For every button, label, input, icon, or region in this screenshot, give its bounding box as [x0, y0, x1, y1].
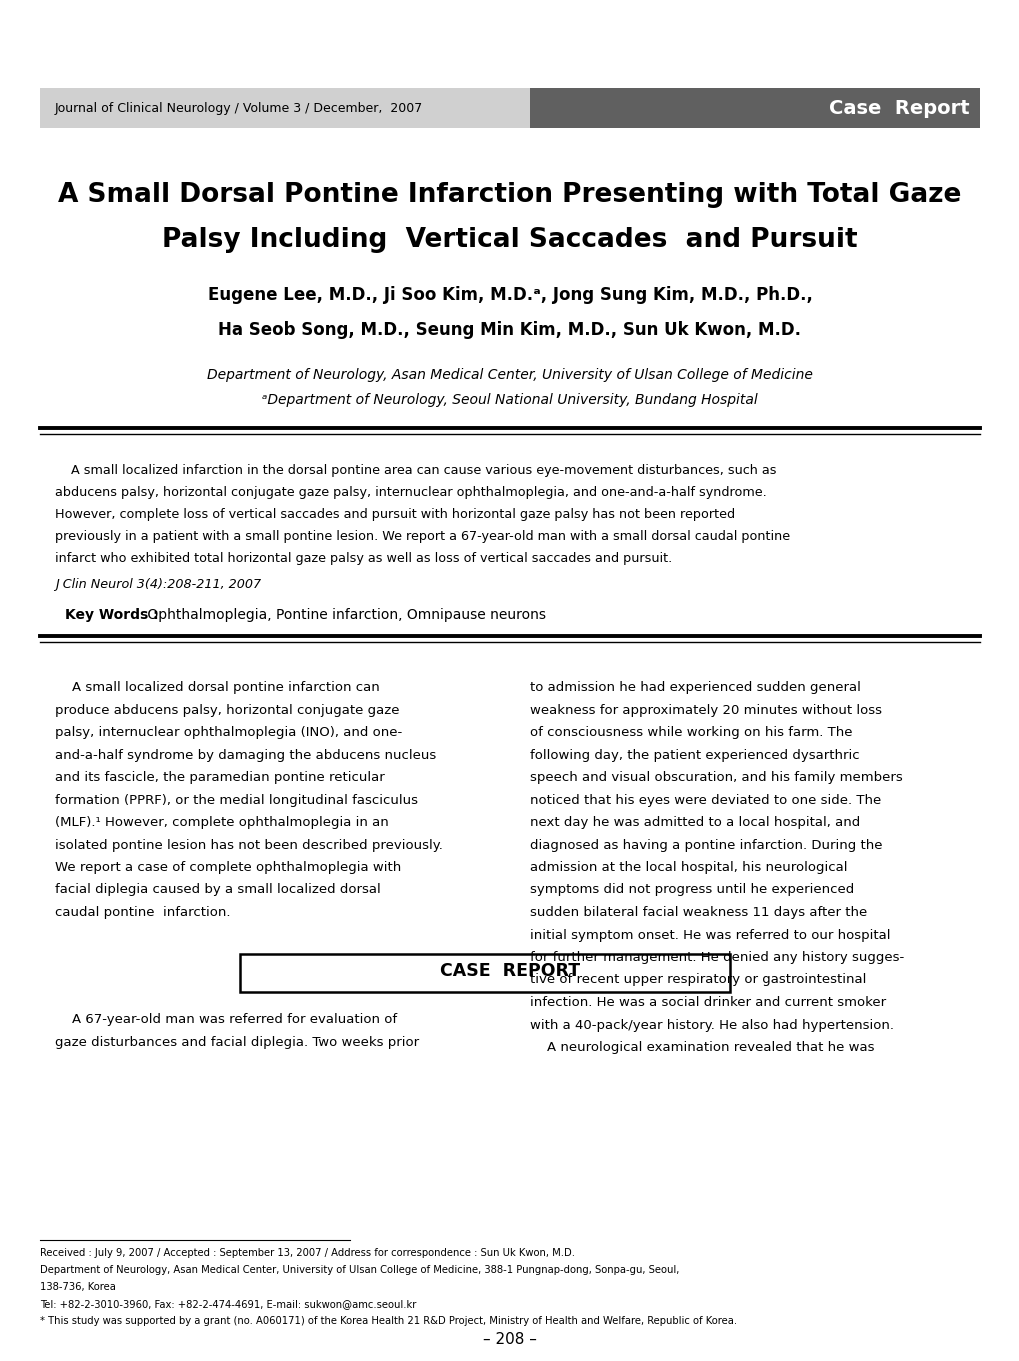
Text: isolated pontine lesion has not been described previously.: isolated pontine lesion has not been des…	[55, 838, 442, 852]
Text: (MLF).¹ However, complete ophthalmoplegia in an: (MLF).¹ However, complete ophthalmoplegi…	[55, 817, 388, 829]
Text: A small localized infarction in the dorsal pontine area can cause various eye-mo: A small localized infarction in the dors…	[55, 464, 775, 476]
Bar	[239, 954, 730, 992]
Text: Ha Seob Song, M.D., Seung Min Kim, M.D., Sun Uk Kwon, M.D.: Ha Seob Song, M.D., Seung Min Kim, M.D.,…	[218, 321, 801, 339]
Text: Department of Neurology, Asan Medical Center, University of Ulsan College of Med: Department of Neurology, Asan Medical Ce…	[40, 1264, 679, 1275]
Text: A Small Dorsal Pontine Infarction Presenting with Total Gaze: A Small Dorsal Pontine Infarction Presen…	[58, 182, 961, 208]
Text: produce abducens palsy, horizontal conjugate gaze: produce abducens palsy, horizontal conju…	[55, 704, 399, 716]
Text: J Clin Neurol 3(4):208-211, 2007: J Clin Neurol 3(4):208-211, 2007	[55, 578, 261, 591]
Text: for further management. He denied any history sugges-: for further management. He denied any hi…	[530, 951, 904, 964]
Text: Ophthalmoplegia, Pontine infarction, Omnipause neurons: Ophthalmoplegia, Pontine infarction, Omn…	[143, 608, 545, 622]
Text: to admission he had experienced sudden general: to admission he had experienced sudden g…	[530, 680, 860, 694]
Text: sudden bilateral facial weakness 11 days after the: sudden bilateral facial weakness 11 days…	[530, 906, 866, 919]
Text: initial symptom onset. He was referred to our hospital: initial symptom onset. He was referred t…	[530, 928, 890, 942]
Bar	[530, 88, 979, 128]
Text: Eugene Lee, M.D., Ji Soo Kim, M.D.ᵃ, Jong Sung Kim, M.D., Ph.D.,: Eugene Lee, M.D., Ji Soo Kim, M.D.ᵃ, Jon…	[207, 286, 812, 304]
Text: caudal pontine  infarction.: caudal pontine infarction.	[55, 906, 230, 919]
Text: * This study was supported by a grant (no. A060171) of the Korea Health 21 R&D P: * This study was supported by a grant (n…	[40, 1316, 737, 1326]
Text: Received : July 9, 2007 / Accepted : September 13, 2007 / Address for correspond: Received : July 9, 2007 / Accepted : Sep…	[40, 1248, 575, 1258]
Text: tive of recent upper respiratory or gastrointestinal: tive of recent upper respiratory or gast…	[530, 973, 865, 987]
Text: 138-736, Korea: 138-736, Korea	[40, 1282, 116, 1292]
Text: diagnosed as having a pontine infarction. During the: diagnosed as having a pontine infarction…	[530, 838, 881, 852]
Text: symptoms did not progress until he experienced: symptoms did not progress until he exper…	[530, 883, 854, 897]
Text: gaze disturbances and facial diplegia. Two weeks prior: gaze disturbances and facial diplegia. T…	[55, 1036, 419, 1049]
Text: weakness for approximately 20 minutes without loss: weakness for approximately 20 minutes wi…	[530, 704, 881, 716]
Text: with a 40-pack/year history. He also had hypertension.: with a 40-pack/year history. He also had…	[530, 1018, 893, 1032]
Text: A small localized dorsal pontine infarction can: A small localized dorsal pontine infarct…	[55, 680, 379, 694]
Text: Case  Report: Case Report	[828, 98, 969, 117]
Text: previously in a patient with a small pontine lesion. We report a 67-year-old man: previously in a patient with a small pon…	[55, 529, 790, 543]
Text: of consciousness while working on his farm. The: of consciousness while working on his fa…	[530, 725, 852, 739]
Text: Department of Neurology, Asan Medical Center, University of Ulsan College of Med: Department of Neurology, Asan Medical Ce…	[207, 367, 812, 382]
Text: infarct who exhibited total horizontal gaze palsy as well as loss of vertical sa: infarct who exhibited total horizontal g…	[55, 553, 672, 565]
Text: next day he was admitted to a local hospital, and: next day he was admitted to a local hosp…	[530, 817, 859, 829]
Text: Tel: +82-2-3010-3960, Fax: +82-2-474-4691, E-mail: sukwon@amc.seoul.kr: Tel: +82-2-3010-3960, Fax: +82-2-474-469…	[40, 1298, 416, 1309]
Text: – 208 –: – 208 –	[483, 1332, 536, 1347]
Text: Key Words :: Key Words :	[65, 608, 159, 622]
Text: and its fascicle, the paramedian pontine reticular: and its fascicle, the paramedian pontine…	[55, 770, 384, 784]
Bar	[40, 88, 530, 128]
Text: formation (PPRF), or the medial longitudinal fasciculus: formation (PPRF), or the medial longitud…	[55, 793, 418, 807]
Text: speech and visual obscuration, and his family members: speech and visual obscuration, and his f…	[530, 770, 902, 784]
Text: However, complete loss of vertical saccades and pursuit with horizontal gaze pal: However, complete loss of vertical sacca…	[55, 508, 735, 521]
Text: following day, the patient experienced dysarthric: following day, the patient experienced d…	[530, 749, 859, 762]
Text: facial diplegia caused by a small localized dorsal: facial diplegia caused by a small locali…	[55, 883, 380, 897]
Text: A 67-year-old man was referred for evaluation of: A 67-year-old man was referred for evalu…	[55, 1014, 396, 1026]
Text: noticed that his eyes were deviated to one side. The: noticed that his eyes were deviated to o…	[530, 793, 880, 807]
Text: A neurological examination revealed that he was: A neurological examination revealed that…	[530, 1041, 873, 1053]
Text: infection. He was a social drinker and current smoker: infection. He was a social drinker and c…	[530, 996, 886, 1009]
Text: ᵃDepartment of Neurology, Seoul National University, Bundang Hospital: ᵃDepartment of Neurology, Seoul National…	[262, 393, 757, 407]
Text: abducens palsy, horizontal conjugate gaze palsy, internuclear ophthalmoplegia, a: abducens palsy, horizontal conjugate gaz…	[55, 486, 766, 499]
Text: admission at the local hospital, his neurological: admission at the local hospital, his neu…	[530, 862, 847, 874]
Text: Journal of Clinical Neurology / Volume 3 / December,  2007: Journal of Clinical Neurology / Volume 3…	[55, 102, 423, 114]
Text: CASE  REPORT: CASE REPORT	[439, 962, 580, 980]
Text: and-a-half syndrome by damaging the abducens nucleus: and-a-half syndrome by damaging the abdu…	[55, 749, 436, 762]
Text: palsy, internuclear ophthalmoplegia (INO), and one-: palsy, internuclear ophthalmoplegia (INO…	[55, 725, 401, 739]
Text: We report a case of complete ophthalmoplegia with: We report a case of complete ophthalmopl…	[55, 862, 400, 874]
Text: Palsy Including  Vertical Saccades  and Pursuit: Palsy Including Vertical Saccades and Pu…	[162, 227, 857, 253]
